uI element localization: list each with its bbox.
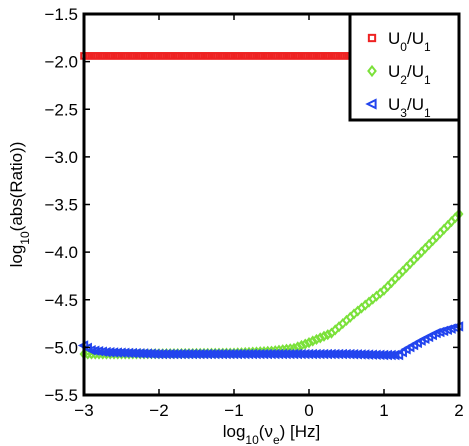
data-point — [308, 335, 318, 347]
x-axis-label: log10(νe) [Hz] — [223, 422, 321, 446]
x-tick-label: −1 — [224, 401, 243, 420]
y-tick-label: −3.0 — [44, 148, 78, 167]
y-tick-label: −3.5 — [44, 196, 78, 215]
y-tick-label: −2.0 — [44, 53, 78, 72]
data-point — [396, 346, 407, 358]
legend: U0/U1 U2/U1 U3/U1 — [348, 12, 461, 122]
data-point — [389, 349, 400, 361]
data-point — [315, 332, 325, 344]
data-point — [304, 337, 314, 349]
data-point — [392, 349, 404, 361]
x-tick-label: 0 — [304, 401, 313, 420]
y-tick-label: −5.0 — [44, 338, 78, 357]
legend-label: U0/U1 — [388, 29, 431, 54]
data-point — [323, 329, 333, 341]
x-tick-label: 1 — [379, 401, 388, 420]
x-tick-label: −2 — [149, 401, 168, 420]
legend-label: U3/U1 — [388, 95, 431, 120]
legend-label: U2/U1 — [388, 62, 431, 87]
y-tick-label: −5.5 — [44, 386, 78, 405]
legend-box — [348, 12, 461, 122]
data-point — [367, 64, 377, 78]
legend-entry: U0/U1 — [367, 29, 431, 54]
data-point — [367, 33, 377, 43]
data-point — [312, 333, 321, 346]
data-point — [365, 98, 377, 110]
y-tick-label: −2.5 — [44, 100, 78, 119]
y-axis: −1.5 −2.0 −2.5 −3.0 −3.5 −4.0 −4.5 −5.0 −5.5 — [44, 5, 459, 405]
legend-entry: U2/U1 — [367, 62, 431, 87]
data-point — [319, 330, 329, 342]
y-tick-label: −4.5 — [44, 291, 78, 310]
x-tick-label: −3 — [74, 401, 93, 420]
legend-entry: U3/U1 — [365, 95, 431, 120]
y-axis-label: log10(abs(Ratio)) — [7, 142, 32, 268]
y-tick-label: −4.0 — [44, 243, 78, 262]
data-point — [300, 338, 310, 350]
y-tick-label: −1.5 — [44, 5, 78, 24]
x-tick-label: 2 — [454, 401, 463, 420]
